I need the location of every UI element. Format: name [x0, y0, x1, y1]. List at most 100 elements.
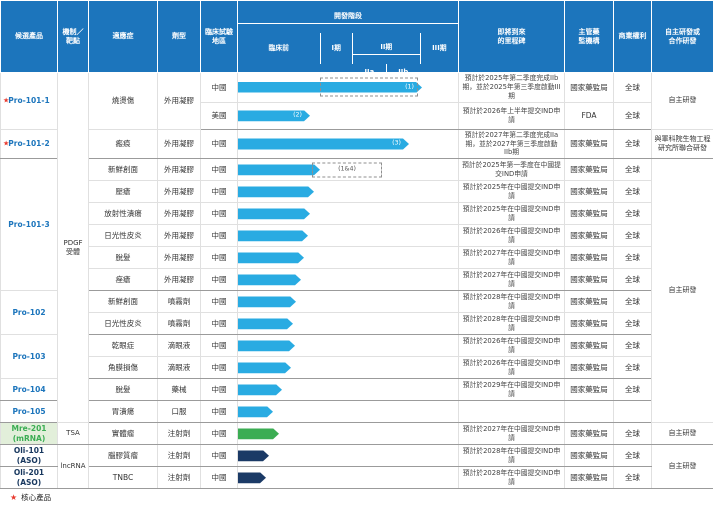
progress-bar	[238, 406, 273, 417]
commercial-rights-cell: 全球	[614, 445, 652, 467]
header-mechanism: 機制／ 靶點	[58, 1, 89, 73]
dosage-type-cell: 噴霧劑	[158, 291, 201, 313]
header-regulator: 主管藥 監機構	[565, 1, 614, 73]
milestone-cell: 預計於2025年第一季度在中國提交IND申請	[459, 159, 565, 181]
regulator-cell	[565, 401, 614, 423]
core-product-star-icon: ★	[3, 140, 9, 149]
stage-phase3: III期	[420, 33, 458, 64]
stage-bar-cell	[238, 357, 459, 379]
milestone-cell: 預計於2028年在中國提交IND申請	[459, 467, 565, 489]
progress-bar	[238, 252, 304, 263]
milestone-cell: 預計於2027年在中國提交IND申請	[459, 423, 565, 445]
product-name: Oli-201 (ASO)	[14, 468, 44, 486]
regulator-cell: 國家藥監局	[565, 159, 614, 181]
milestone-cell: 預計於2025年在中國提交IND申請	[459, 181, 565, 203]
product-cell: Pro-104	[1, 379, 58, 401]
stage-bar-cell	[238, 401, 459, 423]
regulator-cell: 國家藥監局	[565, 423, 614, 445]
commercial-rights-cell: 全球	[614, 379, 652, 401]
product-cell: Pro-101-3	[1, 159, 58, 291]
indication-cell: 放射性潰瘍	[89, 203, 158, 225]
region-cell: 中國	[201, 159, 238, 181]
region-cell: 中國	[201, 357, 238, 379]
header-dev-stage: 開發階段 臨床前 I期 II期 IIa IIb III期	[238, 1, 459, 73]
commercial-rights-cell: 全球	[614, 203, 652, 225]
progress-bar	[238, 208, 310, 219]
region-cell: 中國	[201, 181, 238, 203]
dosage-type-cell: 外用凝膠	[158, 269, 201, 291]
regulator-cell: 國家藥監局	[565, 335, 614, 357]
indication-cell: 痤瘡	[89, 269, 158, 291]
product-cell: Mre-201 (mRNA)	[1, 423, 58, 445]
commercial-rights-cell: 全球	[614, 423, 652, 445]
dosage-type-cell: 口服	[158, 401, 201, 423]
indication-cell: 實體瘤	[89, 423, 158, 445]
mechanism-cell: TSA	[58, 423, 89, 445]
indication-cell: 壓瘡	[89, 181, 158, 203]
product-name: Mre-201 (mRNA)	[11, 424, 46, 442]
dosage-type-cell: 注射劑	[158, 423, 201, 445]
dosage-type-cell: 外用凝膠	[158, 203, 201, 225]
stage-bar-cell	[238, 467, 459, 489]
core-legend-label: 核心產品	[21, 492, 51, 503]
product-name: Pro-101-2	[8, 139, 49, 148]
milestone-cell: 預計於2027年在中國提交IND申請	[459, 247, 565, 269]
dosage-type-cell: 外用凝膠	[158, 129, 201, 158]
progress-bar	[238, 186, 314, 197]
stage-preclinical: 臨床前	[238, 33, 320, 64]
region-cell: 中國	[201, 129, 238, 158]
product-cell: Pro-103	[1, 335, 58, 379]
dosage-type-cell: 滴眼液	[158, 357, 201, 379]
indication-cell: 腦膠質瘤	[89, 445, 158, 467]
commercial-rights-cell: 全球	[614, 269, 652, 291]
progress-bar	[238, 428, 279, 439]
dosage-type-cell: 外用凝膠	[158, 225, 201, 247]
progress-bar	[238, 340, 295, 351]
region-cell: 中國	[201, 467, 238, 489]
progress-bar	[238, 362, 291, 373]
stage-bar-cell	[238, 181, 459, 203]
core-product-star-icon: ★	[3, 97, 9, 106]
regulator-cell: FDA	[565, 102, 614, 129]
stage-phase2: II期 IIa IIb	[352, 33, 420, 64]
region-cell: 中國	[201, 379, 238, 401]
regulator-cell: 國家藥監局	[565, 225, 614, 247]
commercial-rights-cell: 全球	[614, 335, 652, 357]
dosage-type-cell: 外用凝膠	[158, 181, 201, 203]
regulator-cell: 國家藥監局	[565, 467, 614, 489]
progress-bar	[238, 384, 282, 395]
region-cell: 中國	[201, 445, 238, 467]
region-cell: 中國	[201, 335, 238, 357]
regulator-cell: 國家藥監局	[565, 129, 614, 158]
stage-bar-cell	[238, 423, 459, 445]
rd-mode-cell: 與軍科院生物工程研究所聯合研發	[652, 129, 713, 158]
product-name: Pro-101-1	[8, 96, 49, 105]
stage-bar-cell	[238, 225, 459, 247]
header-region: 臨床試驗 地區	[201, 1, 238, 73]
product-name: Pro-102	[12, 308, 45, 317]
region-cell: 中國	[201, 73, 238, 102]
mechanism-cell: lncRNA	[58, 445, 89, 489]
dosage-type-cell: 外用凝膠	[158, 159, 201, 181]
commercial-rights-cell: 全球	[614, 467, 652, 489]
regulator-cell: 國家藥監局	[565, 203, 614, 225]
stage-phase2-label: II期	[353, 41, 420, 55]
indication-cell: 新鮮創面	[89, 291, 158, 313]
progress-bar	[238, 164, 320, 175]
region-cell: 中國	[201, 313, 238, 335]
indication-cell: 日光性皮炎	[89, 225, 158, 247]
bar-phase-label: (3)	[392, 141, 401, 147]
header-commercial: 商業權利	[614, 1, 652, 73]
stage-bar-cell: (2)	[238, 102, 459, 129]
milestone-cell: 預計於2029年在中國提交IND申請	[459, 379, 565, 401]
progress-bar	[238, 318, 293, 329]
milestone-cell: 預計於2026年在中國提交IND申請	[459, 335, 565, 357]
indication-cell: 燒燙傷	[89, 73, 158, 129]
dashed-progress-extension: (1&4)	[312, 162, 382, 177]
dosage-type-cell: 外用凝膠	[158, 247, 201, 269]
header-product: 候選產品	[1, 1, 58, 73]
regulator-cell: 國家藥監局	[565, 357, 614, 379]
regulator-cell: 國家藥監局	[565, 73, 614, 102]
regulator-cell: 國家藥監局	[565, 379, 614, 401]
product-name: Pro-103	[12, 352, 45, 361]
